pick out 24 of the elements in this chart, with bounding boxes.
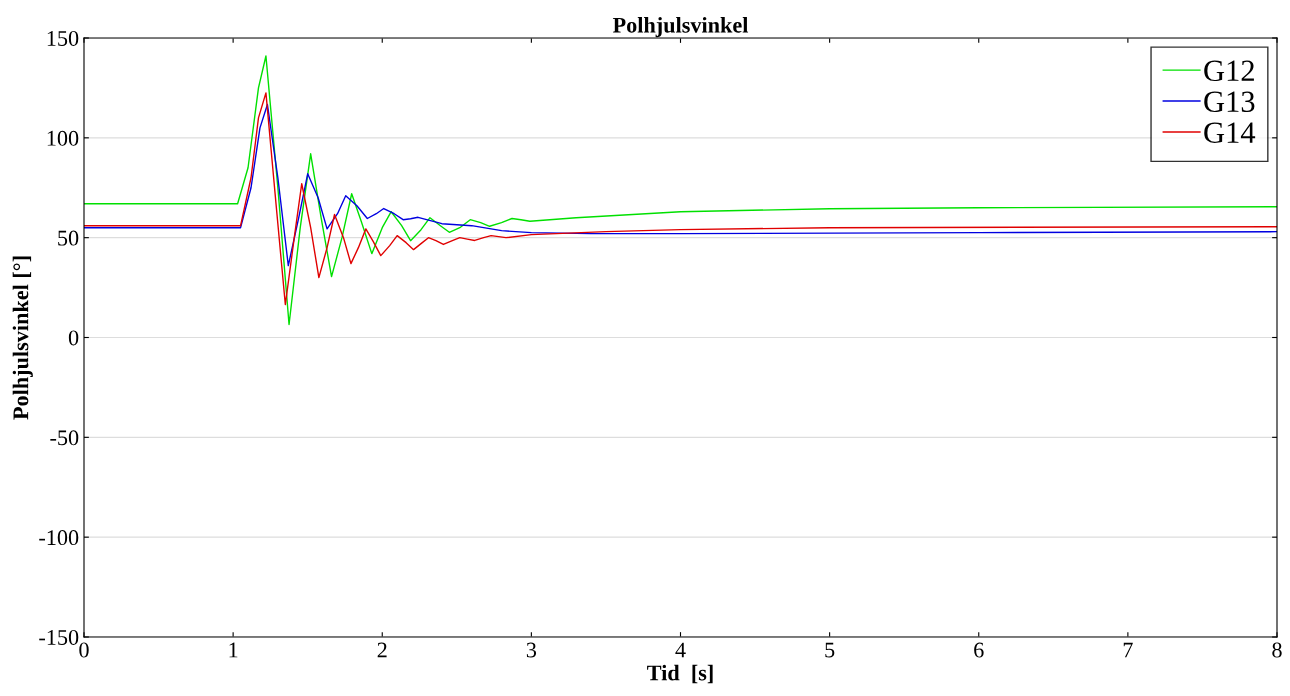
- line-series: [84, 55, 1277, 326]
- x-tick-label: 4: [675, 642, 686, 658]
- x-tick-label: 7: [1123, 642, 1133, 658]
- x-axis-title: Tid [s]: [647, 664, 713, 684]
- x-tick-label: 3: [526, 642, 537, 658]
- y-tick-label: -100: [39, 530, 79, 546]
- y-tick-label: 150: [47, 30, 79, 46]
- y-tick-label: -50: [50, 430, 79, 446]
- legend-label: G13: [1204, 91, 1255, 113]
- x-tick-label: 5: [825, 642, 835, 658]
- legend-label: G14: [1204, 122, 1256, 143]
- y-tick-label: 100: [47, 130, 79, 146]
- y-axis-title: Polhjulsvinkel [°]: [12, 256, 33, 420]
- x-tick-label: 6: [974, 642, 984, 658]
- x-tick-label: 1: [229, 642, 238, 658]
- y-tick-label: 50: [58, 230, 79, 246]
- x-tick-label: 8: [1272, 642, 1282, 658]
- legend-label: G12: [1204, 60, 1254, 82]
- line-series: [84, 92, 1277, 306]
- y-tick-label: 0: [68, 330, 79, 346]
- x-tick-label: 2: [377, 642, 387, 658]
- y-tick-label: -150: [39, 629, 79, 645]
- x-tick-label: 0: [79, 642, 89, 658]
- chart-title: Polhjulsvinkel: [612, 17, 749, 38]
